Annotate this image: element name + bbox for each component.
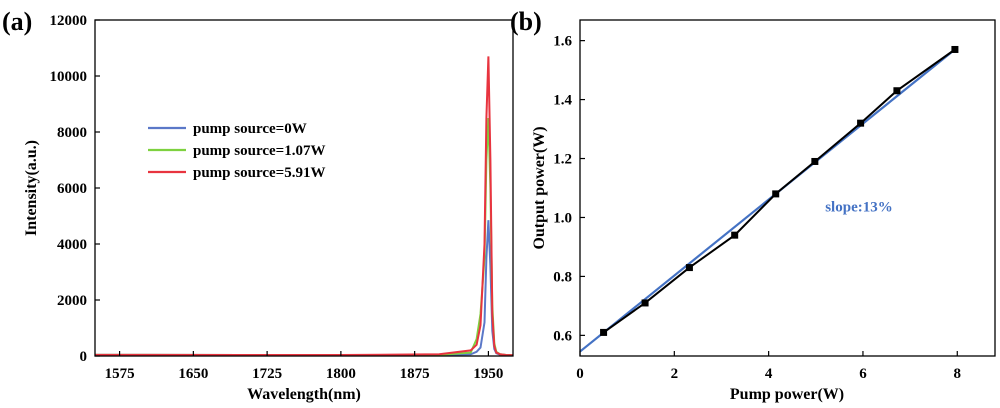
data-point-marker [811,157,819,165]
panel-a-legend: pump source=0W pump source=1.07W pump sour… [148,121,325,181]
x-tick-label: 1800 [326,366,356,382]
panel-a-x-ticks: 1575 1650 1725 1800 1875 1950 [105,351,503,382]
legend-label-pump-source-0w: pump source=0W [193,121,307,137]
panel-b: (b) 0 2 4 6 8 0.6 0.8 1.0 1.2 1.4 1.6 Pump power(… [510,7,996,403]
y-tick-label: 1.6 [553,34,572,50]
data-point-marker [951,45,959,53]
panel-b-plot-frame [579,19,996,357]
legend-label-pump-source-1-07w: pump source=1.07W [193,143,325,159]
panel-b-y-axis-title: Output power(W) [531,126,548,249]
y-tick-label: 0 [80,349,88,365]
panel-a: (a) 1575 1650 1725 1800 1875 1950 0 2000 4000 60… [2,7,514,403]
x-tick-label: 1575 [105,366,135,382]
data-point-marker [772,190,780,198]
y-tick-label: 1.2 [553,152,572,168]
panel-b-x-ticks: 0 2 4 6 8 [576,351,961,382]
data-point-marker [685,264,693,272]
x-tick-label: 8 [954,366,962,382]
panel-a-series-lines [95,56,514,357]
y-tick-label: 8000 [57,125,87,141]
panel-a-y-ticks: 0 2000 4000 6000 8000 10000 12000 [50,13,100,365]
x-tick-label: 4 [765,366,773,382]
panel-b-fit-line-group [579,48,956,353]
y-tick-label: 4000 [57,237,87,253]
series-line-pump-source-0w [95,220,514,357]
x-tick-label: 0 [576,366,584,382]
panel-a-plot-frame [94,19,514,357]
x-tick-label: 1650 [178,366,208,382]
y-tick-label: 0.8 [553,269,572,285]
y-tick-label: 12000 [50,13,88,29]
fit-line [579,48,956,353]
panel-a-x-axis-title: Wavelength(nm) [247,386,361,403]
panel-b-slope-annotation: slope:13% [825,200,893,216]
y-tick-label: 1.0 [553,210,572,226]
x-tick-label: 1875 [400,366,430,382]
y-tick-label: 1.4 [553,93,572,109]
panel-b-y-ticks: 0.6 0.8 1.0 1.2 1.4 1.6 [553,34,585,344]
panel-a-label: (a) [2,7,32,36]
panel-b-label: (b) [510,7,542,36]
data-point-marker [641,299,649,307]
data-point-marker [600,328,608,336]
y-tick-label: 2000 [57,293,87,309]
series-line-pump-source-5-91w [95,56,514,357]
y-tick-label: 6000 [57,181,87,197]
data-point-marker [857,119,865,127]
x-tick-label: 6 [859,366,867,382]
panel-b-x-axis-title: Pump power(W) [730,386,844,403]
x-tick-label: 1950 [473,366,503,382]
panel-a-y-axis-title: Intensity(a.u.) [23,140,40,236]
y-tick-label: 10000 [50,69,88,85]
y-tick-label: 0.6 [553,328,572,344]
data-point-marker [893,87,901,95]
legend-label-pump-source-5-91w: pump source=5.91W [193,165,325,181]
x-tick-label: 1725 [252,366,282,382]
panel-b-measured-series [600,45,959,336]
data-point-marker [731,231,739,239]
x-tick-label: 2 [671,366,679,382]
